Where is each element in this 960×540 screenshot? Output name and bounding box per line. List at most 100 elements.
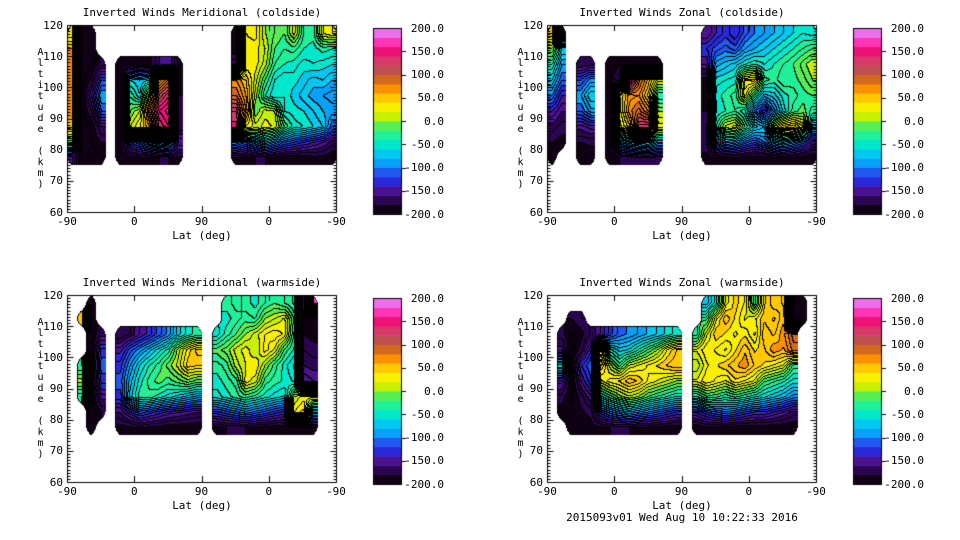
colorbar-tick-label: 150.0 <box>410 44 444 58</box>
colorbar-tick-label: 100.0 <box>410 338 444 351</box>
colorbar-tick-label: -50.0 <box>410 137 444 151</box>
colorbar-tick-label: -100.0 <box>404 161 444 174</box>
panel-meridional-coldside: Inverted Winds Meridional (coldside) Alt… <box>0 0 480 270</box>
y-tick-label: 90 <box>529 112 543 125</box>
y-tick-label: 60 <box>529 205 543 219</box>
colorbar-tick-label: -150.0 <box>404 454 444 468</box>
y-tick-label: 100 <box>523 350 543 364</box>
contour-plot-canvas <box>480 270 960 540</box>
y-tick-label: 80 <box>49 143 63 157</box>
x-tick-label: 0 <box>610 485 618 498</box>
y-tick-label: 120 <box>43 288 63 302</box>
y-tick-label: 110 <box>43 49 63 63</box>
x-tick-label: 90 <box>674 485 689 498</box>
x-tick-label: 0 <box>265 215 273 228</box>
x-tick-label: 90 <box>674 215 689 228</box>
x-tick-label: 0 <box>265 485 273 498</box>
y-tick-label: 90 <box>49 112 63 125</box>
plot-title: Inverted Winds Meridional (warmside) <box>82 276 322 289</box>
contour-plot-canvas <box>0 270 480 540</box>
y-tick-label: 120 <box>523 18 543 32</box>
y-tick-label: 100 <box>523 80 543 94</box>
colorbar-tick-label: -150.0 <box>884 184 924 198</box>
colorbar-tick-label: -100.0 <box>404 431 444 444</box>
colorbar-tick-label: -100.0 <box>884 431 924 444</box>
colorbar-tick-label: 200.0 <box>410 21 444 35</box>
x-axis-label: Lat (deg) <box>652 229 712 242</box>
x-tick-label: 0 <box>130 485 138 498</box>
colorbar-tick-label: 150.0 <box>410 314 444 328</box>
x-tick-label: -90 <box>57 485 77 498</box>
plot-title: Inverted Winds Meridional (coldside) <box>82 6 322 19</box>
y-tick-label: 70 <box>49 174 63 188</box>
x-tick-label: 0 <box>130 215 138 228</box>
colorbar-tick-label: 50.0 <box>417 361 445 375</box>
x-tick-label: 90 <box>194 485 209 498</box>
colorbar-tick-label: 50.0 <box>417 91 445 105</box>
panel-meridional-warmside: Inverted Winds Meridional (warmside) Alt… <box>0 270 480 540</box>
y-tick-label: 70 <box>529 174 543 188</box>
colorbar-tick-label: 200.0 <box>890 291 924 305</box>
colorbar-tick-label: -50.0 <box>410 407 444 421</box>
colorbar-tick-label: 0.0 <box>904 114 924 128</box>
x-tick-label: 0 <box>610 215 618 228</box>
x-tick-label: -90 <box>806 215 826 228</box>
x-axis-label: Lat (deg) <box>172 499 232 512</box>
colorbar-tick-label: -200.0 <box>884 207 924 221</box>
colorbar-tick-label: 150.0 <box>890 314 924 328</box>
colorbar-tick-label: -200.0 <box>884 477 924 491</box>
colorbar-tick-label: 50.0 <box>897 361 925 375</box>
x-tick-label: -90 <box>326 215 346 228</box>
colorbar-tick-label: -150.0 <box>884 454 924 468</box>
x-tick-label: -90 <box>57 215 77 228</box>
colorbar-tick-label: 200.0 <box>410 291 444 305</box>
colorbar-tick-label: -50.0 <box>890 407 924 421</box>
x-axis-label: Lat (deg) <box>652 499 712 512</box>
x-tick-label: 0 <box>745 485 753 498</box>
y-tick-label: 100 <box>43 80 63 94</box>
y-tick-label: 80 <box>49 413 63 427</box>
colorbar-tick-label: 200.0 <box>890 21 924 35</box>
contour-plot-canvas <box>480 0 960 270</box>
y-tick-label: 80 <box>529 143 543 157</box>
colorbar-tick-label: 100.0 <box>890 338 924 351</box>
colorbar-tick-label: 0.0 <box>904 384 924 398</box>
y-tick-label: 60 <box>529 475 543 489</box>
y-tick-label: 110 <box>523 319 543 333</box>
colorbar-tick-label: 0.0 <box>424 114 444 128</box>
y-tick-label: 110 <box>43 319 63 333</box>
y-tick-label: 110 <box>523 49 543 63</box>
colorbar-tick-label: 100.0 <box>890 68 924 81</box>
y-tick-label: 100 <box>43 350 63 364</box>
y-axis-label: Altitude (km) <box>515 317 526 460</box>
colorbar-tick-label: -50.0 <box>890 137 924 151</box>
y-axis-label: Altitude (km) <box>35 47 46 190</box>
panel-zonal-warmside: Inverted Winds Zonal (warmside) Altitude… <box>480 270 960 540</box>
y-tick-label: 70 <box>529 444 543 458</box>
x-tick-label: -90 <box>326 485 346 498</box>
colorbar-tick-label: -200.0 <box>404 477 444 491</box>
colorbar-tick-label: 0.0 <box>424 384 444 398</box>
colorbar-tick-label: -200.0 <box>404 207 444 221</box>
y-tick-label: 90 <box>49 382 63 395</box>
x-tick-label: -90 <box>537 215 557 228</box>
y-tick-label: 70 <box>49 444 63 458</box>
colorbar-tick-label: -100.0 <box>884 161 924 174</box>
y-axis-label: Altitude (km) <box>35 317 46 460</box>
timestamp-caption: 2015093v01 Wed Aug 10 10:22:33 2016 <box>566 511 798 524</box>
plot-title: Inverted Winds Zonal (coldside) <box>579 6 785 19</box>
y-tick-label: 80 <box>529 413 543 427</box>
colorbar-tick-label: 100.0 <box>410 68 444 81</box>
x-tick-label: -90 <box>537 485 557 498</box>
colorbar-tick-label: 50.0 <box>897 91 925 105</box>
x-axis-label: Lat (deg) <box>172 229 232 242</box>
x-tick-label: 90 <box>194 215 209 228</box>
y-tick-label: 120 <box>523 288 543 302</box>
plot-title: Inverted Winds Zonal (warmside) <box>579 276 785 289</box>
colorbar-tick-label: -150.0 <box>404 184 444 198</box>
y-tick-label: 60 <box>49 475 63 489</box>
y-axis-label: Altitude (km) <box>515 47 526 190</box>
y-tick-label: 90 <box>529 382 543 395</box>
panel-zonal-coldside: Inverted Winds Zonal (coldside) Altitude… <box>480 0 960 270</box>
